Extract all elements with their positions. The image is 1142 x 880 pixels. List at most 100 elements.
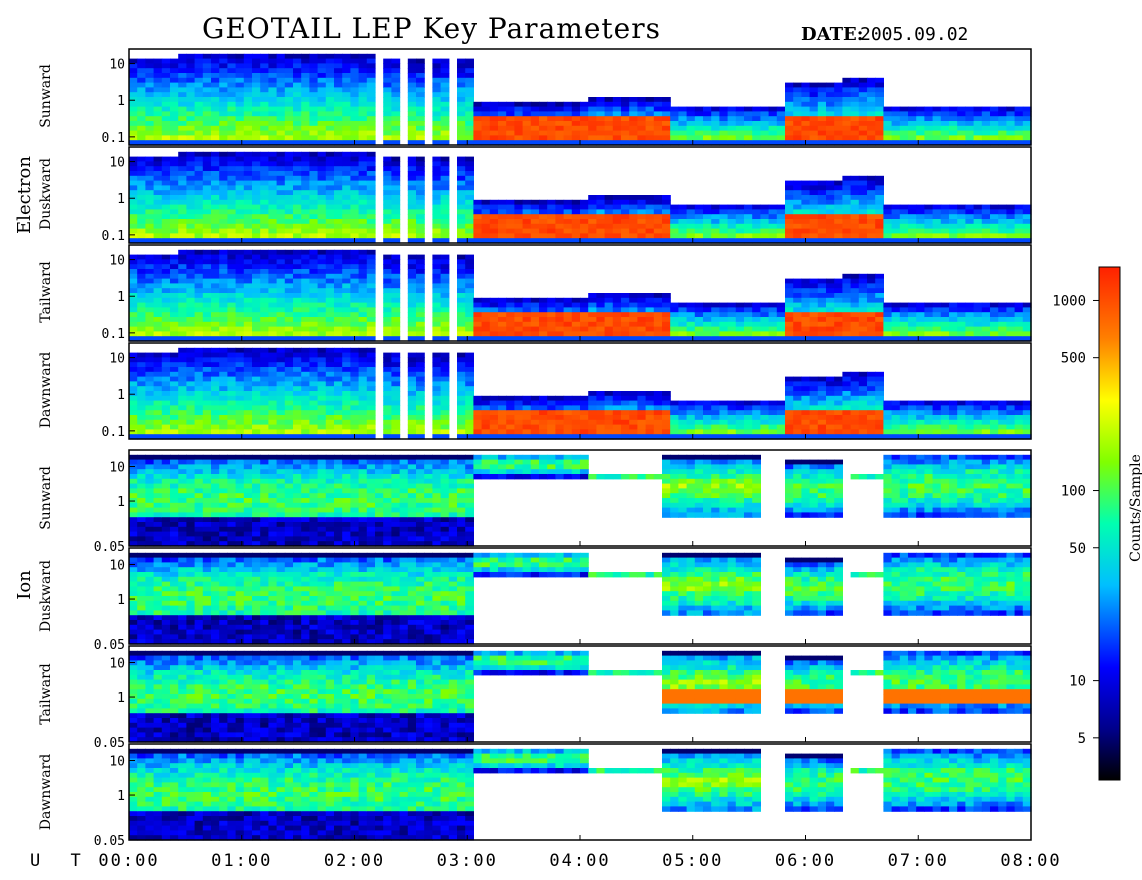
spectrogram-cell bbox=[260, 307, 269, 313]
spectrogram-cell bbox=[875, 321, 884, 328]
spectrogram-cell bbox=[383, 362, 392, 368]
spectrogram-cell bbox=[621, 415, 630, 421]
spectrogram-cell bbox=[965, 209, 975, 215]
spectrogram-cell bbox=[383, 125, 392, 132]
spectrogram-cell bbox=[145, 434, 155, 440]
spectrogram-cell bbox=[703, 130, 712, 136]
spectrogram-cell bbox=[645, 233, 655, 239]
spectrogram-cell bbox=[137, 101, 146, 108]
spectrogram-cell bbox=[465, 254, 474, 260]
spectrogram-cell bbox=[153, 161, 163, 167]
spectrogram-cell bbox=[440, 419, 450, 426]
spectrogram-cell bbox=[637, 219, 647, 225]
spectrogram-cell bbox=[350, 156, 360, 162]
spectrogram-cell bbox=[358, 386, 368, 392]
spectrogram-cell bbox=[744, 326, 753, 332]
spectrogram-cell bbox=[440, 259, 450, 265]
spectrogram-cell bbox=[711, 312, 720, 318]
spectrogram-cell bbox=[580, 135, 589, 141]
spectrogram-cell bbox=[170, 185, 179, 191]
spectrogram-cell bbox=[325, 233, 335, 239]
spectrogram-cell bbox=[145, 82, 155, 88]
spectrogram-cell bbox=[219, 97, 228, 103]
spectrogram-cell bbox=[416, 199, 425, 206]
spectrogram-cell bbox=[358, 297, 368, 304]
spectrogram-cell bbox=[457, 254, 466, 260]
spectrogram-cell bbox=[571, 331, 581, 337]
spectrogram-cell bbox=[317, 347, 327, 354]
spectrogram-cell bbox=[161, 288, 171, 294]
spectrogram-cell bbox=[170, 273, 179, 280]
spectrogram-cell bbox=[539, 233, 548, 239]
spectrogram-cell bbox=[596, 228, 606, 234]
spectrogram-cell bbox=[350, 347, 360, 354]
spectrogram-cell bbox=[260, 357, 269, 363]
spectrogram-cell bbox=[662, 415, 671, 421]
spectrogram-cell bbox=[432, 391, 442, 397]
spectrogram-cell bbox=[932, 336, 942, 342]
spectrogram-cell bbox=[752, 233, 761, 239]
spectrogram-cell bbox=[457, 106, 466, 112]
spectrogram-cell bbox=[489, 106, 499, 112]
spectrogram-cell bbox=[703, 204, 712, 210]
spectrogram-cell bbox=[932, 130, 942, 136]
spectrogram-cell bbox=[506, 424, 515, 430]
spectrogram-cell bbox=[350, 130, 360, 136]
spectrogram-cell bbox=[325, 111, 335, 117]
spectrogram-cell bbox=[793, 331, 802, 337]
spectrogram-cell bbox=[629, 331, 638, 337]
spectrogram-cell bbox=[465, 175, 474, 182]
spectrogram-cell bbox=[235, 259, 245, 265]
spectrogram-cell bbox=[629, 302, 638, 308]
spectrogram-cell bbox=[703, 228, 712, 234]
spectrogram-cell bbox=[366, 381, 376, 387]
spectrogram-cell bbox=[883, 121, 893, 127]
spectrogram-cell bbox=[457, 101, 466, 108]
spectrogram-cell bbox=[637, 391, 647, 397]
spectrogram-cell bbox=[858, 116, 868, 122]
spectrogram-cell bbox=[629, 223, 638, 230]
spectrogram-cell bbox=[522, 214, 532, 220]
spectrogram-cell bbox=[194, 347, 204, 354]
spectrogram-cell bbox=[530, 297, 540, 304]
spectrogram-cell bbox=[161, 424, 171, 430]
spectrogram-cell bbox=[227, 429, 237, 435]
spectrogram-cell bbox=[202, 63, 212, 69]
spectrogram-cell bbox=[596, 233, 606, 239]
spectrogram-cell bbox=[309, 175, 319, 182]
spectrogram-cell bbox=[1022, 312, 1032, 318]
spectrogram-cell bbox=[276, 190, 286, 196]
spectrogram-cell bbox=[178, 400, 187, 406]
spectrogram-cell bbox=[260, 92, 269, 98]
spectrogram-cell bbox=[383, 87, 392, 93]
spectrogram-cell bbox=[334, 347, 343, 354]
spectrogram-cell bbox=[547, 317, 556, 323]
spectrogram-cell bbox=[145, 293, 155, 299]
spectrogram-cell bbox=[186, 249, 196, 256]
spectrogram-cell bbox=[506, 297, 515, 304]
spectrogram-cell bbox=[547, 297, 556, 304]
spectrogram-cell bbox=[383, 278, 392, 284]
spectrogram-cell bbox=[457, 209, 466, 215]
spectrogram-cell bbox=[473, 312, 483, 318]
spectrogram-cell bbox=[293, 209, 302, 215]
spectrogram-cell bbox=[383, 254, 392, 260]
spectrogram-cell bbox=[506, 111, 515, 117]
spectrogram-cell bbox=[465, 415, 474, 421]
spectrogram-cell bbox=[703, 326, 712, 332]
spectrogram-cell bbox=[137, 135, 146, 141]
spectrogram-cell bbox=[350, 331, 360, 337]
panel-label-ion-sunward: Sunward bbox=[38, 466, 54, 530]
spectrogram-cell bbox=[243, 254, 253, 260]
spectrogram-cell bbox=[530, 312, 540, 318]
spectrogram-cell bbox=[284, 400, 294, 406]
spectrogram-cell bbox=[325, 135, 335, 141]
spectrogram-cell bbox=[391, 219, 401, 225]
spectrogram-cell bbox=[858, 331, 868, 337]
spectrogram-cell bbox=[129, 326, 138, 332]
spectrogram-cell bbox=[161, 180, 171, 186]
spectrogram-cell bbox=[530, 405, 540, 411]
spectrogram-cell bbox=[850, 317, 860, 323]
spectrogram-cell bbox=[407, 326, 417, 332]
spectrogram-cell bbox=[407, 259, 417, 265]
